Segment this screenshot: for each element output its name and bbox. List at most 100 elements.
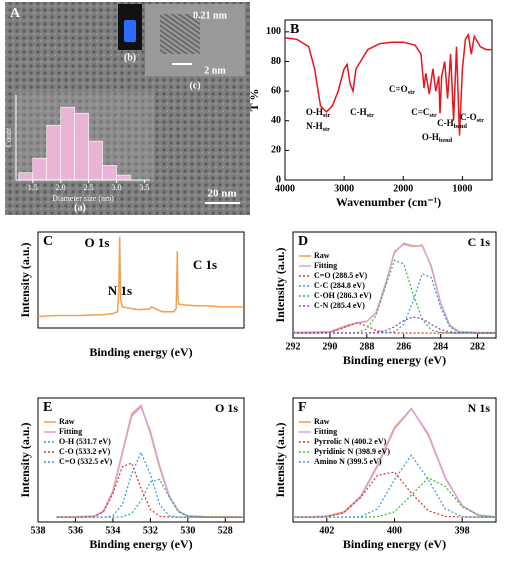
series-line xyxy=(56,478,244,518)
x-tick-label: 282 xyxy=(470,341,485,352)
annotation-sub: str xyxy=(408,89,416,96)
x-tick-label: 398 xyxy=(455,525,470,536)
annotation-text: O-H xyxy=(422,132,439,142)
legend-label: C=O (532.5 eV) xyxy=(59,457,113,466)
x-tick-label: 3000 xyxy=(334,183,354,194)
series-line xyxy=(293,322,496,334)
legend-label: Raw xyxy=(314,251,330,260)
legend-label: Raw xyxy=(59,417,75,426)
y-tick-label: 100 xyxy=(266,26,281,37)
series-line xyxy=(293,454,496,518)
vial-glow xyxy=(124,20,136,42)
y-tick-label: 20 xyxy=(271,145,281,156)
lattice-fringes xyxy=(160,14,200,54)
legend-label: Fitting xyxy=(314,261,337,270)
x-tick-label: 288 xyxy=(359,341,374,352)
x-tick-label: 1.5 xyxy=(28,183,38,192)
annotation-sub: bend xyxy=(439,137,453,144)
x-tick-label: 286 xyxy=(396,341,411,352)
legend-label: Amino N (399.5 eV) xyxy=(314,457,382,466)
image-annotation: 0.21 nm xyxy=(193,10,228,21)
series-line xyxy=(293,316,496,334)
image-annotation: 20 nm xyxy=(207,188,236,200)
annotation: C-Hstr xyxy=(350,107,374,119)
panel-label: C xyxy=(43,234,53,249)
histogram-bar xyxy=(60,106,75,181)
plot-frame xyxy=(284,19,493,181)
y-axis-label: Intensity (a.u.) xyxy=(18,422,32,497)
peak-annotation: N 1s xyxy=(108,283,132,298)
x-tick-label: 284 xyxy=(433,341,448,352)
x-tick-label: 4000 xyxy=(275,183,295,194)
y-axis-label: Count xyxy=(4,127,13,147)
plot-frame xyxy=(292,231,497,339)
x-tick-label: 536 xyxy=(68,525,83,536)
x-tick-label: 1000 xyxy=(452,183,472,194)
x-tick-label: 292 xyxy=(286,341,301,352)
x-tick-label: 532 xyxy=(143,525,158,536)
annotation: C-Ostr xyxy=(460,112,484,124)
annotation: C=Cstr xyxy=(411,107,437,119)
annotation-sub: str xyxy=(477,117,485,124)
legend-label: Pyridinic N (398.9 eV) xyxy=(314,447,390,456)
legend-label: Raw xyxy=(314,417,330,426)
series-line xyxy=(284,32,492,136)
series-line xyxy=(56,462,244,518)
peak-label: C 1s xyxy=(468,235,491,249)
legend-label: Pyrrolic N (400.2 eV) xyxy=(314,437,387,446)
x-tick-label: 530 xyxy=(180,525,195,536)
legend-label: Fitting xyxy=(314,427,337,436)
annotation: N-Hstr xyxy=(306,121,330,133)
y-tick-label: 60 xyxy=(271,85,281,96)
annotation-text: C=O xyxy=(389,84,408,94)
histogram-bar xyxy=(46,125,61,181)
x-axis-label: Binding energy (eV) xyxy=(89,345,192,359)
annotation-sub: bend xyxy=(454,123,468,130)
histogram-bar xyxy=(18,172,34,181)
legend-label: C-N (285.4 eV) xyxy=(314,301,365,310)
annotation: O-Hstr xyxy=(306,107,331,119)
peak-label: N 1s xyxy=(468,401,491,415)
annotation-text: C=C xyxy=(411,107,429,117)
legend-label: C=O (288.5 eV) xyxy=(314,271,368,280)
series-line xyxy=(293,477,497,518)
image-annotation: (a) xyxy=(74,202,86,213)
x-tick-label: 3.5 xyxy=(139,183,149,192)
x-tick-label: 528 xyxy=(218,525,233,536)
panel-label: A xyxy=(10,6,21,21)
x-tick-label: 2.0 xyxy=(56,183,66,192)
annotation-sub: str xyxy=(323,126,331,133)
y-tick-label: 40 xyxy=(271,115,281,126)
y-tick-label: 0 xyxy=(276,174,281,185)
x-tick-label: 402 xyxy=(319,525,334,536)
x-axis-label: Binding energy (eV) xyxy=(343,353,446,367)
series-line xyxy=(56,450,244,518)
plot-frame xyxy=(37,231,245,329)
annotation-sub: str xyxy=(323,112,331,119)
histogram-bar xyxy=(102,165,117,181)
x-tick-label: 400 xyxy=(387,525,402,536)
y-axis-label: T % xyxy=(247,89,261,112)
annotation: C=Ostr xyxy=(389,84,415,96)
peak-annotation: O 1s xyxy=(85,235,110,250)
y-axis-label: Intensity (a.u.) xyxy=(273,422,287,497)
legend-label: Fitting xyxy=(59,427,82,436)
annotation-text: C-H xyxy=(350,107,367,117)
peak-label: O 1s xyxy=(215,401,238,415)
y-tick-label: 80 xyxy=(271,56,281,67)
image-annotation: (b) xyxy=(124,52,136,63)
legend-label: C-C (284.8 eV) xyxy=(314,281,365,290)
image-annotation: 2 nm xyxy=(204,65,226,76)
annotation: C-Hbend xyxy=(437,118,467,130)
histogram-bar xyxy=(32,157,48,181)
panel-label: D xyxy=(298,234,308,249)
series-line xyxy=(37,236,243,318)
panel-label: F xyxy=(298,400,307,415)
x-tick-label: 3.0 xyxy=(112,183,122,192)
annotation-text: N-H xyxy=(306,121,323,131)
x-axis-label: Binding energy (eV) xyxy=(343,537,446,551)
annotation-sub: str xyxy=(367,112,375,119)
legend-label: O-H (531.7 eV) xyxy=(59,437,111,446)
image-annotation: (c) xyxy=(189,80,200,91)
